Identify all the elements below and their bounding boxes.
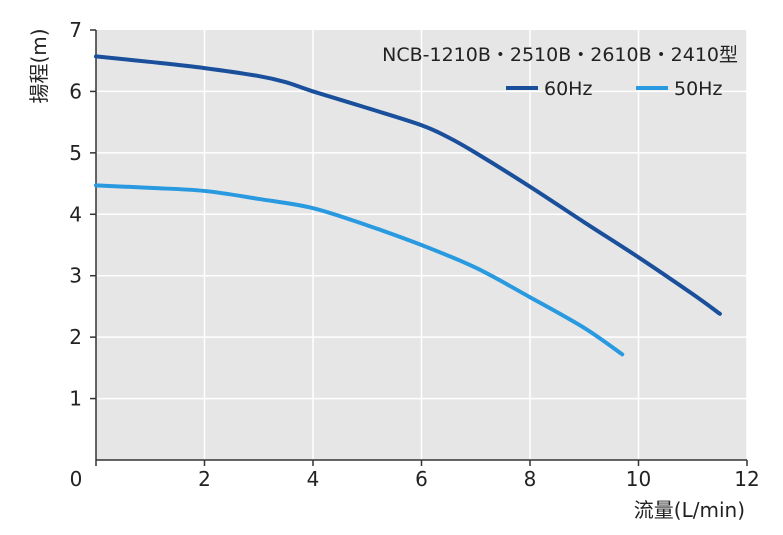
series-line-50hz bbox=[94, 183, 625, 357]
x-tick-label: 4 bbox=[307, 467, 320, 491]
legend: 60Hz 50Hz bbox=[506, 78, 722, 100]
y-tick-label: 1 bbox=[69, 387, 82, 411]
chart-title: NCB-1210B・2510B・2610B・2410型 bbox=[382, 44, 738, 66]
x-tick-label: 2 bbox=[198, 467, 211, 491]
axes bbox=[90, 29, 748, 466]
series-line-60hz bbox=[94, 54, 722, 316]
y-tick-label: 6 bbox=[69, 79, 82, 103]
y-tick-labels: 1 2 3 4 5 6 7 bbox=[69, 18, 82, 411]
y-tick-label: 7 bbox=[69, 18, 82, 42]
x-tick-label: 8 bbox=[524, 467, 537, 491]
y-tick-label: 2 bbox=[69, 325, 82, 349]
legend-label-60hz: 60Hz bbox=[544, 78, 592, 100]
x-tick-label: 6 bbox=[415, 467, 428, 491]
x-tick-label: 12 bbox=[734, 467, 759, 491]
series-lines bbox=[94, 54, 722, 357]
legend-label-50hz: 50Hz bbox=[674, 78, 722, 100]
y-tick-label: 3 bbox=[69, 264, 82, 288]
y-tick-label: 5 bbox=[69, 141, 82, 165]
x-tick-labels: 0 2 4 6 8 10 12 bbox=[70, 467, 760, 491]
x-axis-title: 流量(L/min) bbox=[634, 498, 745, 522]
y-axis-title: 揚程(m) bbox=[27, 28, 51, 103]
x-tick-label: 10 bbox=[626, 467, 651, 491]
y-tick-label: 4 bbox=[69, 202, 82, 226]
origin-tick-label: 0 bbox=[70, 467, 83, 491]
